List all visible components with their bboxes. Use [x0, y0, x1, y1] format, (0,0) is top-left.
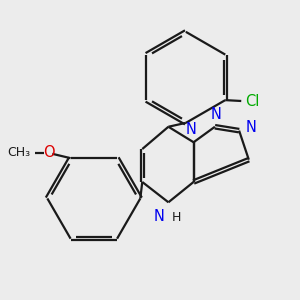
Text: CH₃: CH₃ — [7, 146, 30, 159]
Text: N: N — [186, 122, 197, 137]
Text: H: H — [171, 211, 181, 224]
Text: N: N — [211, 106, 222, 122]
Text: O: O — [43, 146, 55, 160]
Text: Cl: Cl — [246, 94, 260, 109]
Text: N: N — [154, 209, 165, 224]
Text: N: N — [245, 120, 256, 135]
